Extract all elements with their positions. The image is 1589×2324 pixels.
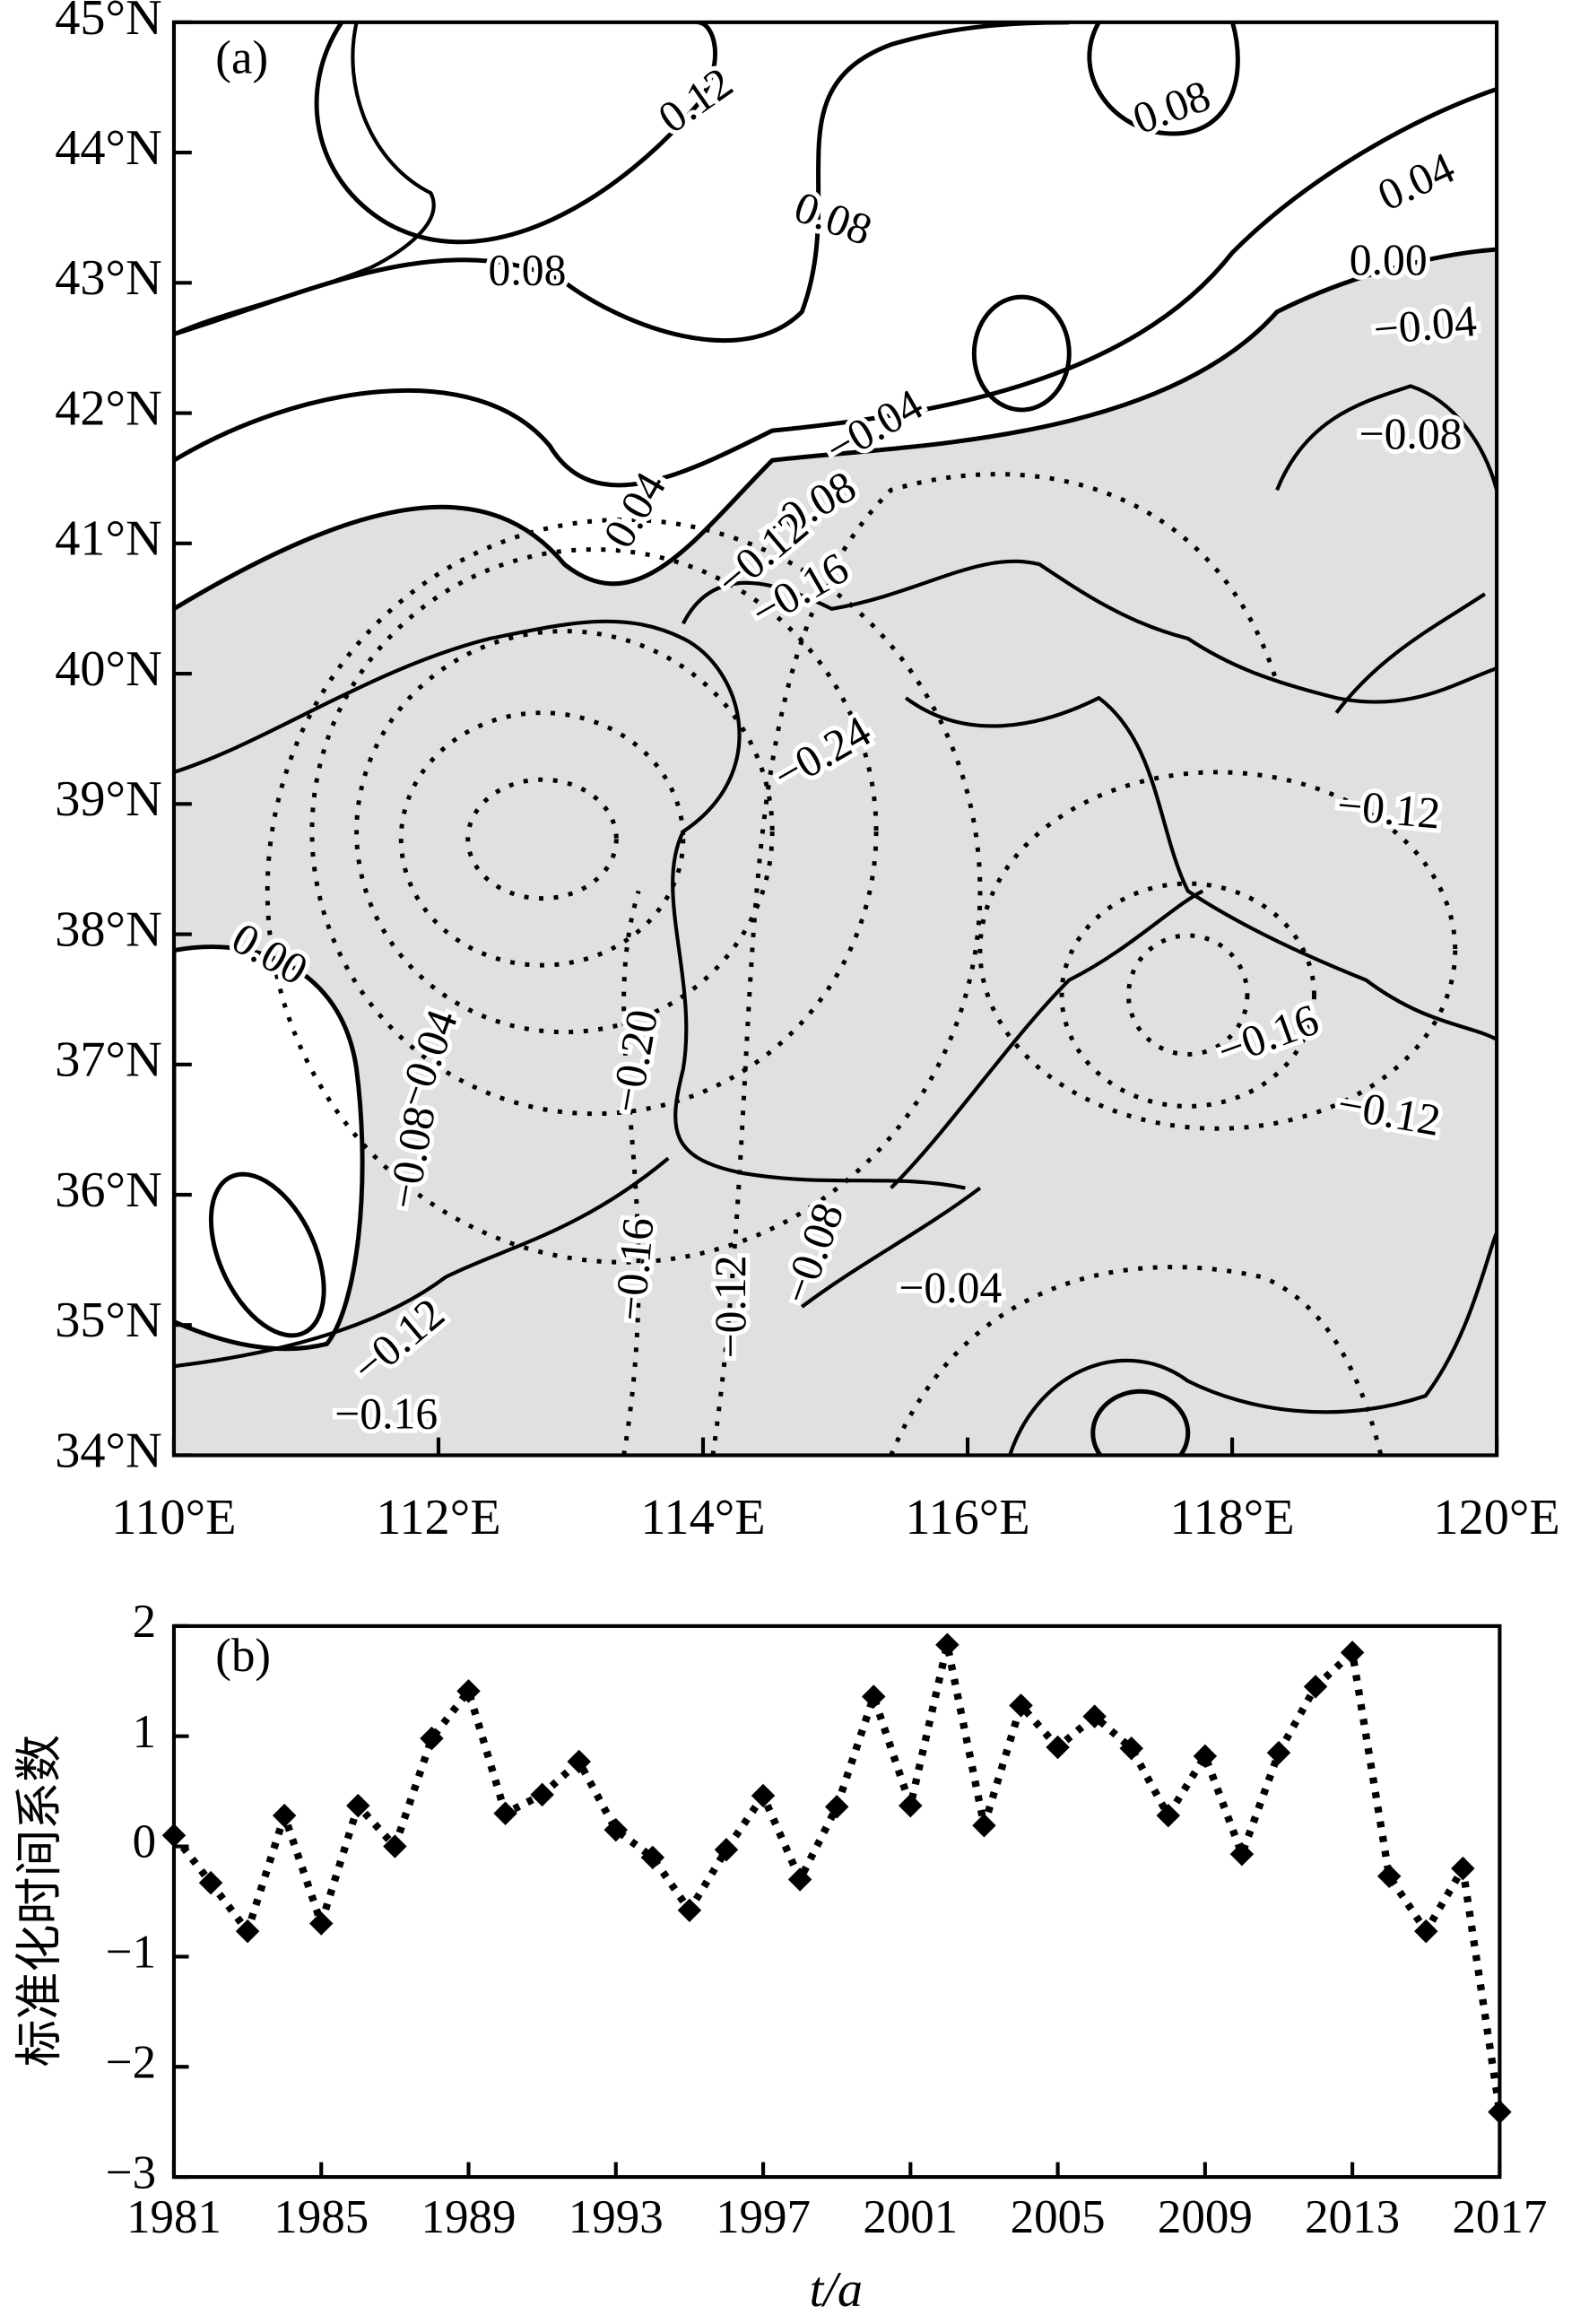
y-tick-label: 35°N <box>55 1293 161 1348</box>
data-point <box>308 1911 334 1936</box>
contour-label: −0.12 <box>706 1255 755 1358</box>
data-point <box>862 1684 886 1709</box>
panel-label: (b) <box>215 1630 271 1682</box>
x-tick-label: 2005 <box>1011 2191 1106 2243</box>
y-axis-label: 标准化时间系数 <box>12 1735 66 2067</box>
data-point <box>1451 1856 1475 1881</box>
contour-label: −0.04 <box>899 1263 1002 1312</box>
data-point <box>603 1817 629 1842</box>
y-tick-label: 42°N <box>55 380 161 436</box>
x-tick-label: 1997 <box>716 2191 811 2243</box>
data-point <box>1488 2100 1512 2124</box>
y-tick-label: 41°N <box>55 511 161 567</box>
contour-label: 0.04 <box>1370 143 1462 221</box>
data-point <box>161 1824 187 1848</box>
data-point <box>677 1898 702 1923</box>
data-point <box>1119 1736 1143 1761</box>
data-point <box>640 1845 665 1870</box>
data-point <box>530 1782 554 1807</box>
data-point <box>198 1870 223 1895</box>
data-point <box>824 1795 849 1819</box>
y-tick-label: −2 <box>106 2036 156 2088</box>
data-point <box>899 1793 923 1818</box>
data-point <box>787 1867 812 1892</box>
x-tick-label: 2009 <box>1158 2191 1253 2243</box>
x-tick-label: 2001 <box>863 2191 958 2243</box>
plot-frame <box>171 1623 1502 2180</box>
y-tick-label: 1 <box>133 1706 156 1758</box>
data-point <box>1229 1841 1255 1867</box>
y-tick-label: 34°N <box>55 1423 161 1478</box>
y-tick-label: 39°N <box>55 771 161 827</box>
y-tick-label: 44°N <box>55 120 161 176</box>
x-tick-label: 1993 <box>569 2191 664 2243</box>
y-tick-label: 40°N <box>55 641 161 697</box>
panel-label: (a) <box>215 32 268 84</box>
borders <box>173 22 1498 1456</box>
x-tick-label: 112°E <box>376 1490 500 1545</box>
data-point <box>1414 1919 1438 1944</box>
data-point <box>383 1834 407 1858</box>
x-tick-label: 2017 <box>1452 2191 1547 2243</box>
x-tick-label: 116°E <box>905 1490 1029 1545</box>
data-point <box>1193 1744 1218 1769</box>
x-tick-label: 114°E <box>640 1490 765 1545</box>
data-point <box>1376 1864 1402 1888</box>
map-layer <box>173 22 1498 1456</box>
data-point <box>751 1783 776 1808</box>
y-tick-label: 0 <box>133 1816 156 1868</box>
data-point <box>935 1632 959 1658</box>
y-tick-label: 37°N <box>55 1032 161 1088</box>
y-tick-label: −1 <box>106 1927 156 1979</box>
dotted-contours <box>265 472 1458 1456</box>
data-point <box>493 1801 517 1825</box>
y-tick-label: 36°N <box>55 1162 161 1218</box>
data-point <box>272 1803 297 1828</box>
x-tick-label: 120°E <box>1433 1490 1559 1545</box>
map-frame <box>171 20 1499 1458</box>
x-tick-label: 2013 <box>1305 2191 1400 2243</box>
x-tick-label: 110°E <box>111 1490 236 1545</box>
x-tick-label: 1985 <box>274 2191 369 2243</box>
contour-label: 0.12 <box>649 57 742 143</box>
data-point <box>567 1749 591 1774</box>
contour-label: 0.08 <box>1126 71 1216 144</box>
x-tick-label: 1989 <box>421 2191 517 2243</box>
contour-label: −0.16 <box>334 1388 438 1438</box>
data-point <box>456 1679 481 1703</box>
y-tick-label: −3 <box>106 2146 156 2198</box>
data-point <box>1009 1693 1033 1718</box>
solid-contours <box>173 22 1498 1456</box>
data-point <box>346 1793 370 1818</box>
series-line <box>170 1643 1504 2113</box>
data-point <box>420 1726 444 1751</box>
contour-label: −0.12 <box>1335 780 1442 839</box>
data-point <box>1340 1641 1365 1665</box>
data-point <box>1082 1704 1107 1728</box>
x-tick-label: 1981 <box>126 2191 221 2243</box>
y-tick-label: 38°N <box>55 901 161 957</box>
y-tick-label: 2 <box>133 1596 156 1648</box>
contour-label: 0.08 <box>788 182 878 255</box>
y-tick-label: 43°N <box>55 250 161 306</box>
data-point <box>1303 1675 1328 1699</box>
contour-label: −0.08 <box>1359 409 1463 458</box>
positive-area <box>173 944 365 1352</box>
data-point <box>1266 1740 1291 1765</box>
contour-label: −0.04 <box>1372 296 1479 354</box>
x-tick-label: 118°E <box>1169 1490 1294 1545</box>
y-tick-label: 45°N <box>55 0 161 46</box>
contour-label: −0.16 <box>605 1215 664 1322</box>
contour-label: 0.00 <box>1350 235 1428 284</box>
x-axis-label: t/a <box>810 2262 863 2318</box>
negative-area <box>173 249 1498 1456</box>
contour-label: 0.08 <box>489 246 567 295</box>
data-point <box>972 1813 996 1838</box>
